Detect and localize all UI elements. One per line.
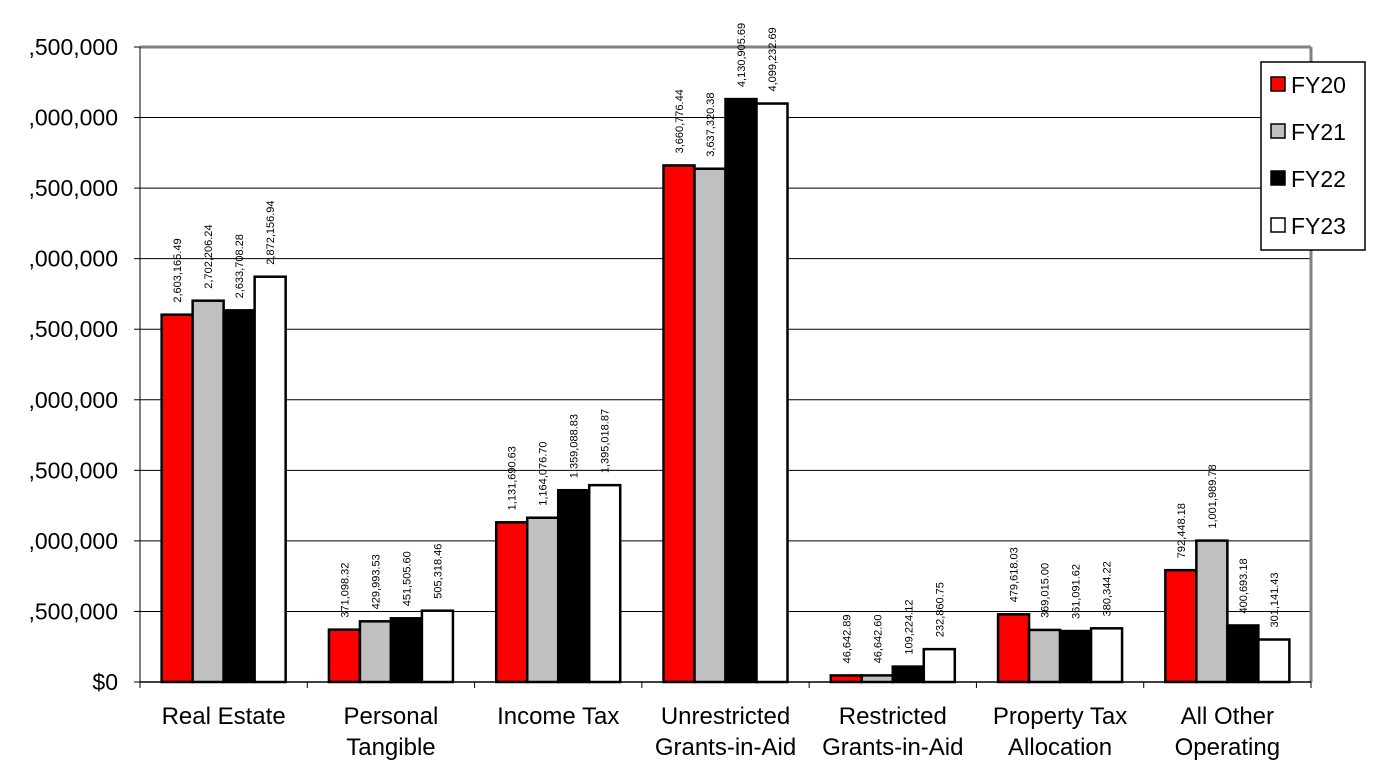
bar-fy20-1: [329, 630, 360, 682]
bar-fy20-6: [1165, 570, 1196, 682]
legend-swatch-fy21: [1271, 124, 1285, 138]
data-label: 1,001,989.78: [1207, 464, 1219, 528]
data-label: 361,091.62: [1071, 564, 1083, 619]
category-label: Property Tax: [993, 703, 1127, 730]
y-tick-label: ,000,000: [28, 528, 118, 554]
bar-fy21-4: [862, 675, 893, 682]
data-label: 1,131,690.63: [507, 446, 519, 510]
data-label: 232,860.75: [934, 582, 946, 637]
bar-fy23-0: [255, 277, 286, 682]
data-label: 2,872,156.94: [265, 200, 277, 264]
bar-fy21-3: [695, 169, 726, 682]
data-label: 2,633,708.28: [234, 234, 246, 298]
y-tick-label: ,500,000: [28, 457, 118, 483]
y-tick-label: ,500,000: [28, 175, 118, 201]
category-label: All Other: [1181, 703, 1274, 730]
bar-fy20-0: [162, 315, 193, 682]
legend-label-fy21: FY21: [1291, 119, 1346, 145]
bar-fy21-2: [527, 518, 558, 682]
data-label: 4,130,905.69: [736, 23, 748, 87]
bar-fy21-6: [1196, 541, 1227, 682]
y-tick-label: ,500,000: [28, 598, 118, 624]
data-label: 46,642.60: [872, 614, 884, 663]
category-label: Tangible: [346, 734, 435, 761]
bar-fy22-3: [726, 99, 757, 682]
y-tick-labels: $0 ,500,000 ,000,000 ,500,000 ,000,000 ,500,0…: [28, 34, 140, 695]
y-tick-label: ,000,000: [28, 387, 118, 413]
y-tick-label: ,000,000: [28, 246, 118, 272]
data-label: 479,618.03: [1009, 547, 1021, 602]
data-label: 505,318.46: [432, 544, 444, 599]
data-label: 369,015.00: [1040, 563, 1052, 618]
category-label: Income Tax: [497, 703, 619, 730]
legend-swatch-fy23: [1271, 218, 1285, 232]
bar-fy23-3: [757, 104, 788, 682]
legend-label-fy22: FY22: [1291, 166, 1346, 192]
category-label: Operating: [1175, 734, 1280, 761]
data-label: 4,099,232.69: [767, 27, 779, 91]
data-label: 429,993.53: [370, 554, 382, 609]
bar-fy21-5: [1029, 630, 1060, 682]
data-label: 3,660,776.44: [674, 89, 686, 153]
bars: [162, 99, 1290, 682]
bar-fy21-0: [193, 301, 224, 682]
bar-fy22-2: [558, 490, 589, 682]
data-label: 2,603,165.49: [172, 238, 184, 302]
data-label: 3,637,320.38: [705, 92, 717, 156]
y-tick-label: ,000,000: [28, 105, 118, 131]
y-tick-label: $0: [92, 669, 118, 695]
data-label: 1,164,076.70: [538, 442, 550, 506]
data-label: 301,141.43: [1269, 572, 1281, 627]
data-label: 792,448.18: [1176, 503, 1188, 558]
legend-swatch-fy22: [1271, 171, 1285, 185]
data-label: 1,359,088.83: [569, 414, 581, 478]
category-label: Real Estate: [162, 703, 286, 730]
legend-label-fy20: FY20: [1291, 72, 1346, 98]
bar-fy23-1: [422, 611, 453, 682]
category-label: Unrestricted: [661, 703, 790, 730]
bar-fy22-4: [893, 667, 924, 682]
data-label: 1,395,018.87: [600, 409, 612, 473]
data-label: 2,702,206.24: [203, 224, 215, 288]
y-tick-label: ,500,000: [28, 34, 118, 60]
bar-fy23-6: [1258, 640, 1289, 682]
bar-fy22-6: [1227, 625, 1258, 682]
bar-fy23-5: [1091, 628, 1122, 682]
bar-fy20-2: [496, 522, 527, 682]
bar-fy20-3: [664, 165, 695, 682]
legend-label-fy23: FY23: [1291, 213, 1346, 239]
data-label: 451,505.60: [401, 551, 413, 606]
legend: FY20 FY21 FY22 FY23: [1261, 62, 1365, 250]
category-label: Personal: [344, 703, 439, 730]
category-label: Grants-in-Aid: [822, 734, 963, 761]
bar-fy23-2: [589, 485, 620, 682]
category-label: Allocation: [1008, 734, 1112, 761]
data-label: 400,693.18: [1238, 558, 1250, 613]
category-label: Restricted: [839, 703, 947, 730]
data-label: 380,344.22: [1102, 561, 1114, 616]
category-label: Grants-in-Aid: [655, 734, 796, 761]
bar-fy22-5: [1060, 631, 1091, 682]
data-label: 109,224.12: [903, 600, 915, 655]
legend-swatch-fy20: [1271, 77, 1285, 91]
bar-fy22-0: [224, 310, 255, 682]
bar-fy20-4: [831, 675, 862, 682]
bar-fy23-4: [924, 649, 955, 682]
bar-fy20-5: [998, 614, 1029, 682]
bar-fy21-1: [360, 621, 391, 682]
y-tick-label: ,500,000: [28, 316, 118, 342]
data-label: 371,098.32: [339, 563, 351, 618]
bar-fy22-1: [391, 618, 422, 682]
data-label: 46,642.89: [841, 614, 853, 663]
